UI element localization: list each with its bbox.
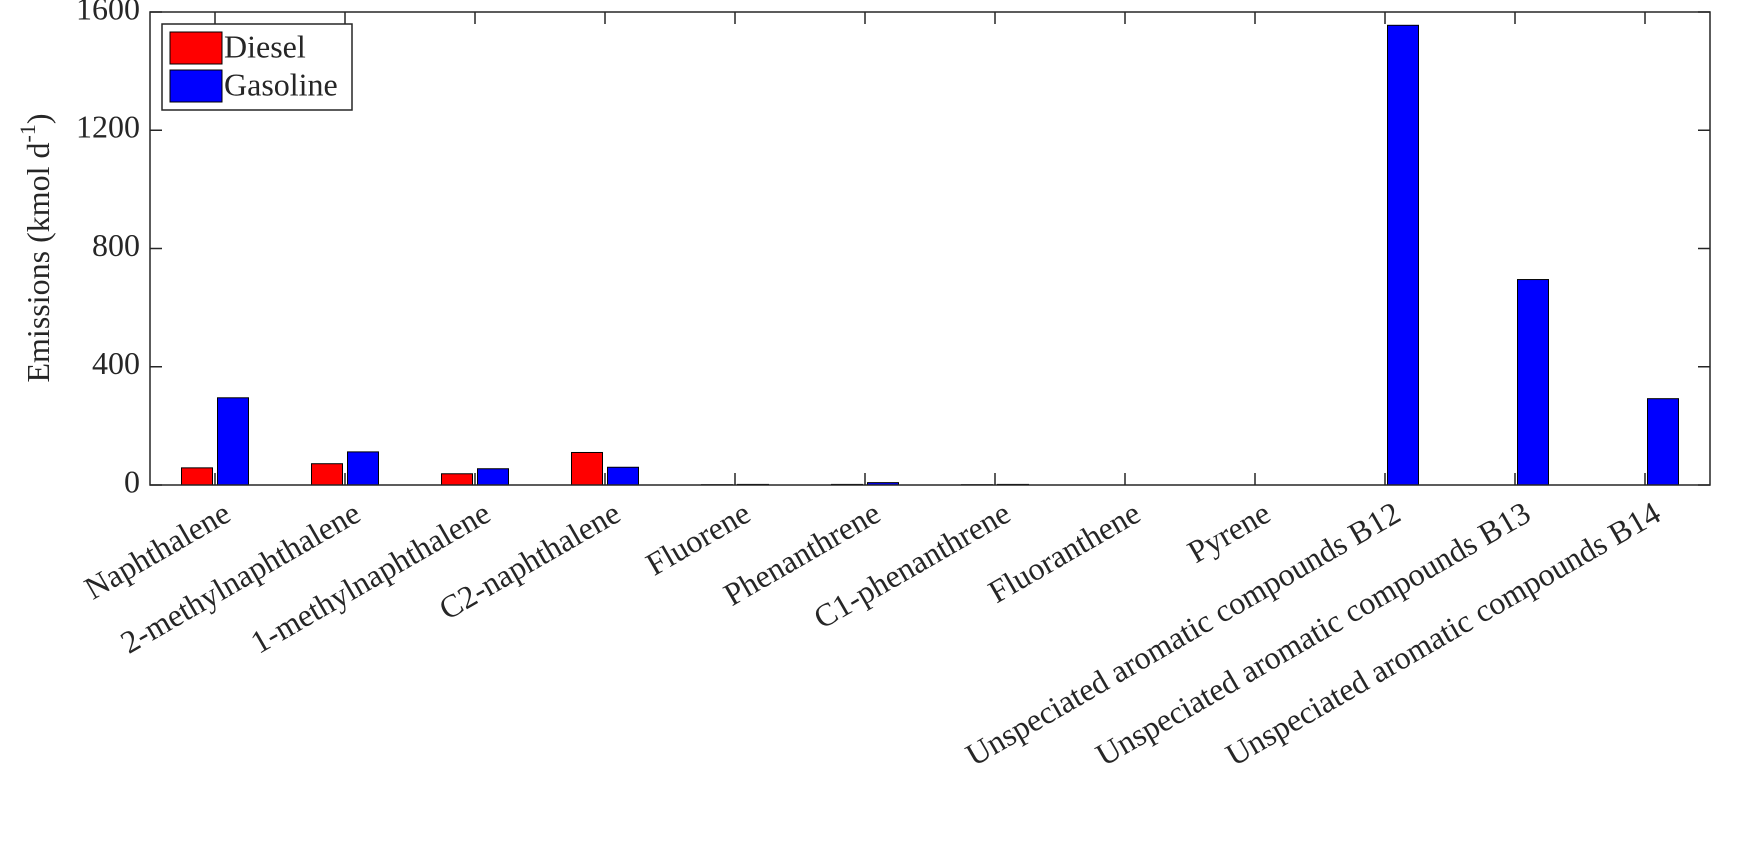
legend-swatch [169,31,223,65]
y-tick-label: 1600 [76,0,140,26]
legend-swatch [169,69,223,103]
y-axis-label: Emissions (kmol d-1) [15,114,56,383]
y-tick-label: 0 [124,463,140,499]
y-tick-label: 1200 [76,109,140,145]
bar [607,466,639,486]
y-label-superscript: -1 [15,124,40,142]
plot-frame [149,11,1711,486]
y-label-text: Emissions (kmol d [20,142,56,382]
y-label-suffix: ) [20,114,56,125]
x-tick-label: Pyrene [1181,494,1276,570]
legend-label: Gasoline [224,66,338,102]
bar [347,451,379,486]
bar [1647,398,1679,486]
x-tick-label: 1-methylnaphthalene [244,494,496,660]
bar [441,473,473,486]
bar [1387,24,1419,486]
legend-label: Diesel [224,28,306,64]
bar [477,468,509,486]
bar [1517,279,1549,486]
y-tick-label: 800 [92,227,140,263]
y-tick-label: 400 [92,345,140,381]
bar [181,467,213,486]
bar [217,397,249,486]
x-tick-label: 2-methylnaphthalene [114,494,366,660]
bar [311,463,343,486]
bar [571,451,603,486]
